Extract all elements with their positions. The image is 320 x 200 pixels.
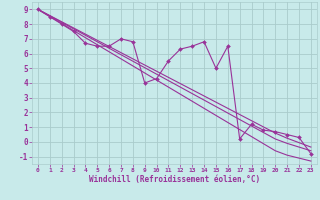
X-axis label: Windchill (Refroidissement éolien,°C): Windchill (Refroidissement éolien,°C) <box>89 175 260 184</box>
